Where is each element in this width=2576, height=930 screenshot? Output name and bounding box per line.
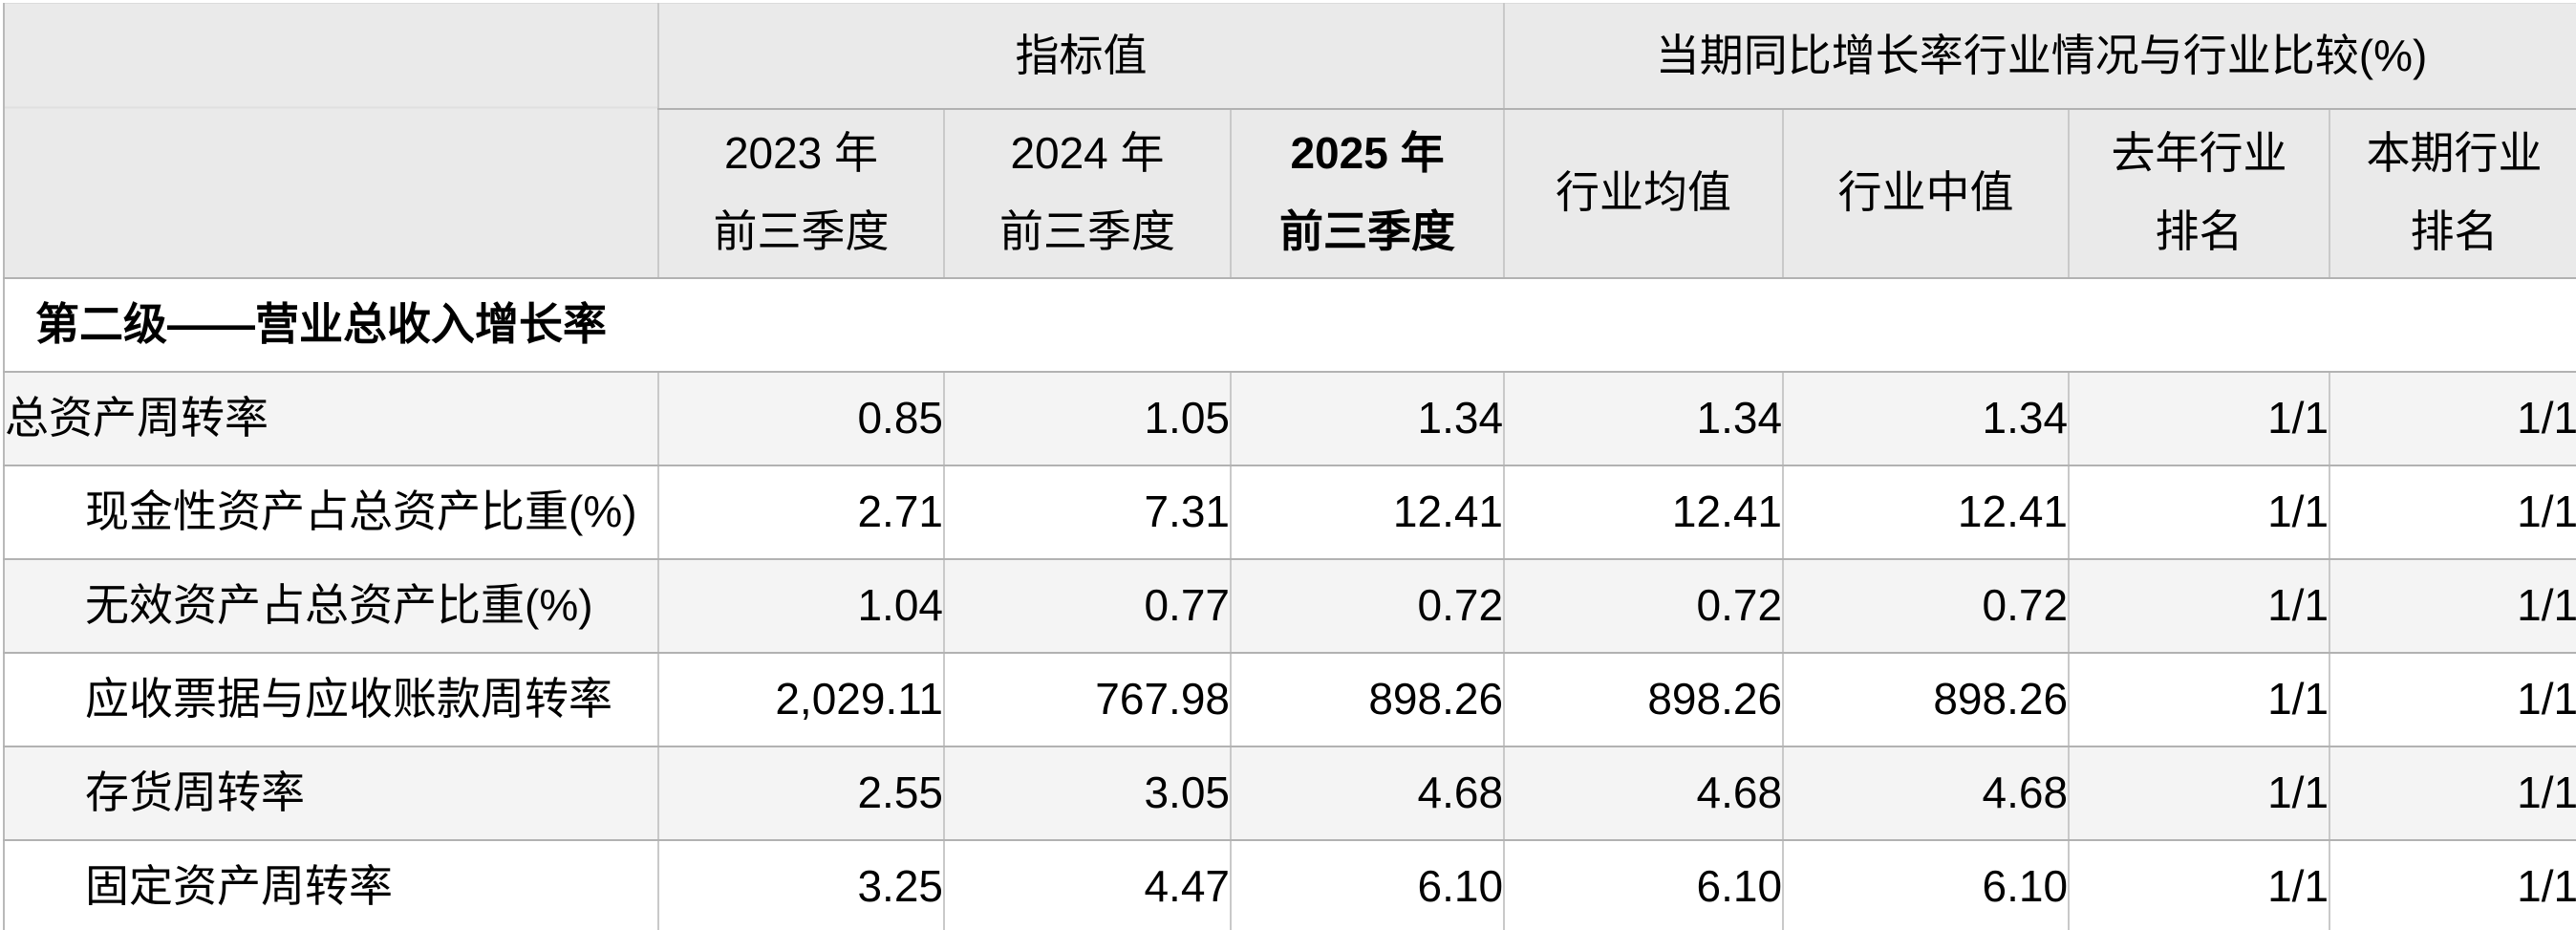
value-cell: 6.10 [1229, 839, 1505, 930]
row-label: 无效资产占总资产比重(%) [4, 558, 658, 654]
value-cell: 4.68 [1782, 746, 2070, 841]
corner-cell [4, 3, 658, 279]
col-header-industry-median: 行业中值 [1782, 108, 2070, 279]
group-header-indicator-value: 指标值 [656, 3, 1505, 110]
section-title: 第二级——营业总收入增长率 [4, 277, 2576, 373]
col-header-line: 行业均值 [1556, 167, 1732, 218]
value-cell: 898.26 [1782, 652, 2070, 747]
group-header-industry-compare: 当期同比增长率行业情况与行业比较(%) [1503, 3, 2576, 110]
row-label: 总资产周转率 [4, 371, 658, 466]
value-cell: 1/1 [2068, 746, 2330, 841]
value-cell: 2.55 [657, 746, 944, 841]
value-cell: 1.04 [657, 558, 944, 654]
value-cell: 1/1 [2329, 465, 2576, 560]
row-label: 固定资产周转率 [4, 839, 658, 930]
value-cell: 6.10 [1503, 839, 1784, 930]
table-row: 存货周转率 2.55 3.05 4.68 4.68 4.68 1/1 1/1 [4, 746, 2576, 841]
row-label: 应收票据与应收账款周转率 [4, 652, 658, 747]
col-header-current-rank: 本期行业 排名 [2329, 108, 2576, 279]
col-header-industry-mean: 行业均值 [1503, 108, 1784, 279]
value-cell: 0.72 [1503, 558, 1784, 654]
value-cell: 767.98 [943, 652, 1231, 747]
col-header-line: 前三季度 [999, 206, 1175, 256]
value-cell: 1/1 [2329, 746, 2576, 841]
table-row: 无效资产占总资产比重(%) 1.04 0.77 0.72 0.72 0.72 1… [4, 558, 2576, 654]
row-label: 现金性资产占总资产比重(%) [4, 465, 658, 560]
table-row: 固定资产周转率 3.25 4.47 6.10 6.10 6.10 1/1 1/1 [4, 839, 2576, 930]
value-cell: 1.34 [1503, 371, 1784, 466]
value-cell: 3.25 [657, 839, 944, 930]
value-cell: 898.26 [1229, 652, 1505, 747]
col-header-line: 前三季度 [1279, 206, 1456, 256]
col-header-line: 去年行业 [2111, 128, 2287, 179]
value-cell: 1/1 [2329, 558, 2576, 654]
col-header-line: 本期行业 [2366, 128, 2543, 179]
col-header-line: 排名 [2155, 206, 2243, 256]
col-header-2024: 2024 年 前三季度 [943, 108, 1231, 279]
value-cell: 12.41 [1229, 465, 1505, 560]
col-header-line: 2023 年 [723, 128, 879, 179]
value-cell: 1/1 [2068, 558, 2330, 654]
value-cell: 12.41 [1503, 465, 1784, 560]
value-cell: 4.47 [943, 839, 1231, 930]
value-cell: 0.72 [1782, 558, 2070, 654]
value-cell: 1.34 [1229, 371, 1505, 466]
col-header-2023: 2023 年 前三季度 [657, 108, 944, 279]
value-cell: 4.68 [1229, 746, 1505, 841]
value-cell: 898.26 [1503, 652, 1784, 747]
table-row: 现金性资产占总资产比重(%) 2.71 7.31 12.41 12.41 12.… [4, 465, 2576, 560]
financial-indicators-table: 指标值 当期同比增长率行业情况与行业比较(%) 2023 年 前三季度 2024… [3, 3, 2576, 930]
value-cell: 1/1 [2068, 465, 2330, 560]
col-header-line: 前三季度 [713, 206, 890, 256]
value-cell: 1/1 [2068, 371, 2330, 466]
value-cell: 7.31 [943, 465, 1231, 560]
value-cell: 3.05 [943, 746, 1231, 841]
value-cell: 1/1 [2329, 371, 2576, 466]
value-cell: 2.71 [657, 465, 944, 560]
table-row: 总资产周转率 0.85 1.05 1.34 1.34 1.34 1/1 1/1 [4, 371, 2576, 466]
value-cell: 12.41 [1782, 465, 2070, 560]
col-header-line: 排名 [2410, 206, 2499, 256]
col-header-line: 行业中值 [1837, 167, 2014, 218]
section-header-row: 第二级——营业总收入增长率 [4, 277, 2576, 373]
col-header-2025: 2025 年 前三季度 [1229, 108, 1505, 279]
value-cell: 1/1 [2329, 839, 2576, 930]
value-cell: 4.68 [1503, 746, 1784, 841]
col-header-lastyear-rank: 去年行业 排名 [2068, 108, 2330, 279]
value-cell: 0.85 [657, 371, 944, 466]
value-cell: 1.34 [1782, 371, 2070, 466]
row-label: 存货周转率 [4, 746, 658, 841]
value-cell: 6.10 [1782, 839, 2070, 930]
group-header-row: 指标值 当期同比增长率行业情况与行业比较(%) [4, 3, 2576, 279]
sub-header-row: 2023 年 前三季度 2024 年 前三季度 2025 年 前三季度 行业均值… [4, 108, 2576, 279]
value-cell: 1/1 [2068, 652, 2330, 747]
table-row: 应收票据与应收账款周转率 2,029.11 767.98 898.26 898.… [4, 652, 2576, 747]
value-cell: 1.05 [943, 371, 1231, 466]
value-cell: 2,029.11 [657, 652, 944, 747]
value-cell: 1/1 [2329, 652, 2576, 747]
col-header-line: 2024 年 [1010, 128, 1165, 179]
value-cell: 1/1 [2068, 839, 2330, 930]
col-header-line: 2025 年 [1290, 128, 1445, 179]
value-cell: 0.77 [943, 558, 1231, 654]
value-cell: 0.72 [1229, 558, 1505, 654]
